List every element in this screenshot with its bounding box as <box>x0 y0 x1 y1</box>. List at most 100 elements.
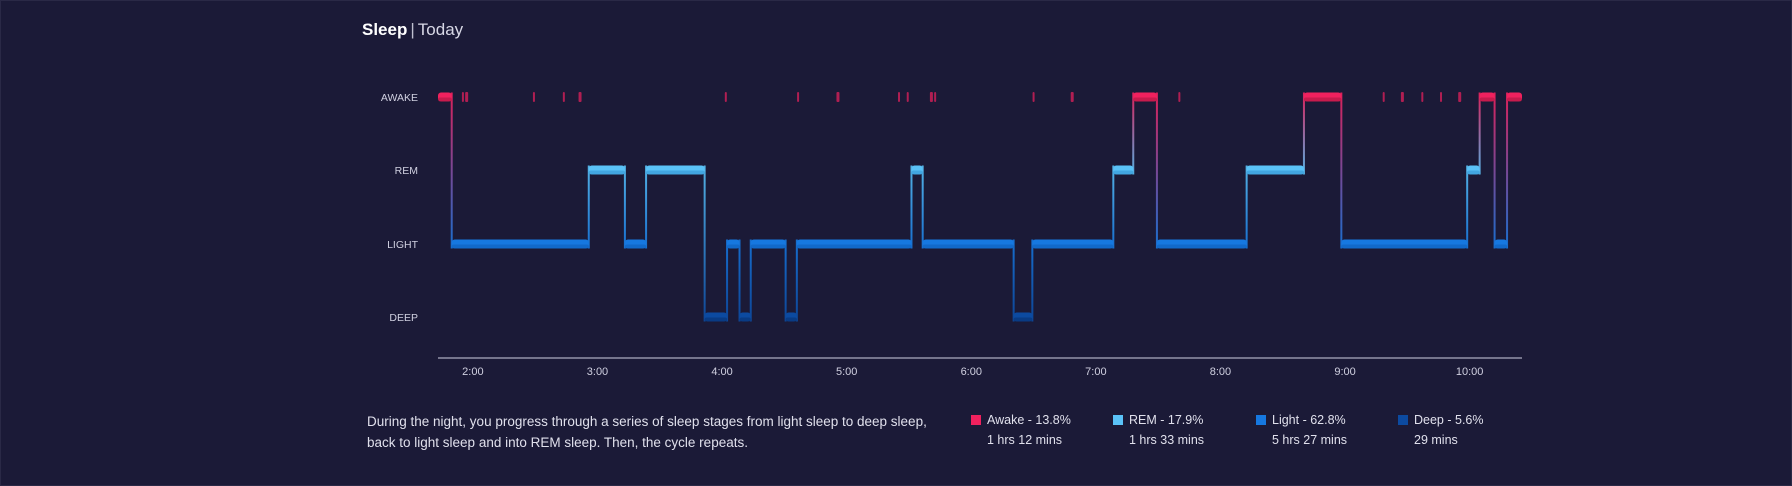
stage-transition <box>1245 165 1248 249</box>
stage-bar-deep <box>785 312 797 322</box>
x-tick-label: 4:00 <box>711 366 732 378</box>
stage-transition <box>1478 92 1481 175</box>
stage-bar-shade <box>588 170 625 175</box>
stage-bar-deep <box>704 312 728 322</box>
stage-transition <box>623 165 626 249</box>
stage-bar-shade <box>1113 170 1134 175</box>
brief-awakening-mark <box>562 92 565 102</box>
brief-awakening-mark <box>836 92 840 102</box>
stage-bar-light <box>1341 239 1468 249</box>
stage-transition <box>1340 92 1343 249</box>
stage-bar-shade <box>451 244 589 249</box>
stage-bar-shade <box>646 170 705 175</box>
stage-bar-awake <box>438 92 452 102</box>
stage-transition <box>1112 165 1115 249</box>
stage-bar-shade <box>1479 97 1495 102</box>
y-label-deep: DEEP <box>389 312 418 324</box>
y-label-light: LIGHT <box>387 239 419 251</box>
stage-transition <box>795 239 798 322</box>
stage-transition <box>703 165 706 322</box>
stage-bar-shade <box>1303 97 1342 102</box>
stage-bar-light <box>451 239 589 249</box>
stage-bar-shade <box>1032 244 1114 249</box>
stage-bar-shade <box>1507 97 1522 102</box>
brief-awakening-mark <box>1382 92 1385 102</box>
legend-light: Light - 62.8% 5 hrs 27 mins <box>1256 413 1347 447</box>
stage-bar-rem <box>646 165 705 175</box>
brief-awakening-mark <box>934 92 937 102</box>
x-tick-label: 2:00 <box>462 366 483 378</box>
x-tick-label: 6:00 <box>961 366 982 378</box>
stage-transition <box>1012 239 1015 322</box>
stage-transition <box>645 165 648 249</box>
brief-awakenings <box>461 92 1462 102</box>
legend-awake-duration: 1 hrs 12 mins <box>987 433 1063 447</box>
stage-bar-light <box>727 239 740 249</box>
y-label-awake: AWAKE <box>381 92 418 104</box>
stage-transition <box>1466 165 1469 249</box>
stage-bar-shade <box>739 317 751 322</box>
stage-bar-rem <box>1246 165 1304 175</box>
y-label-rem: REM <box>395 165 418 177</box>
legend-light-label: Light - 62.8% <box>1272 413 1346 427</box>
rem-swatch <box>1113 415 1123 425</box>
legend-rem-duration: 1 hrs 33 mins <box>1129 433 1205 447</box>
stage-transition <box>1493 92 1496 249</box>
brief-awakening-mark <box>724 92 727 102</box>
brief-awakening-mark <box>898 92 901 102</box>
brief-awakening-mark <box>1178 92 1181 102</box>
sleep-stages-chart: AWAKE REM LIGHT DEEP 2:00 3:00 4:00 5:00 6:00 7:… <box>381 92 1522 378</box>
stage-bar-light <box>796 239 912 249</box>
stage-bar-awake <box>1303 92 1342 102</box>
x-tick-label: 9:00 <box>1334 366 1355 378</box>
stage-transitions <box>450 92 1509 322</box>
x-tick-label: 10:00 <box>1456 366 1484 378</box>
deep-swatch <box>1398 415 1408 425</box>
stage-bar-deep <box>739 312 751 322</box>
stage-bar-shade <box>1494 244 1508 249</box>
brief-awakening-mark <box>906 92 909 102</box>
brief-awakening-mark <box>465 92 469 102</box>
brief-awakening-mark <box>1032 92 1035 102</box>
stage-bar-shade <box>1156 244 1247 249</box>
stage-bar-shade <box>1013 317 1033 322</box>
x-tick-label: 7:00 <box>1085 366 1106 378</box>
stage-transition <box>921 165 924 249</box>
y-axis-labels: AWAKE REM LIGHT DEEP <box>381 92 419 324</box>
legend-light-duration: 5 hrs 27 mins <box>1272 433 1348 447</box>
stage-transition <box>1506 92 1509 249</box>
stage-bar-shade <box>624 244 647 249</box>
x-tick-label: 8:00 <box>1210 366 1231 378</box>
stage-bar-shade <box>1246 170 1304 175</box>
stage-bar-light <box>1494 239 1508 249</box>
stage-bar-shade <box>438 97 452 102</box>
stage-bar-shade <box>785 317 797 322</box>
legend-deep-label: Deep - 5.6% <box>1414 413 1484 427</box>
stage-transition <box>726 239 729 322</box>
title-text: Sleep <box>362 20 408 39</box>
stage-bar-deep <box>1013 312 1033 322</box>
stage-bar-shade <box>704 317 728 322</box>
brief-awakening-mark <box>1440 92 1443 102</box>
stage-transition <box>738 239 741 322</box>
legend-awake: Awake - 13.8% 1 hrs 12 mins <box>971 413 1071 447</box>
stage-transition <box>450 92 453 249</box>
stage-bar-shade <box>911 170 923 175</box>
stage-bar-rem <box>588 165 625 175</box>
legend-rem: REM - 17.9% 1 hrs 33 mins <box>1113 413 1204 447</box>
stage-transition <box>1302 92 1305 175</box>
stage-transition <box>587 165 590 249</box>
legend-rem-label: REM - 17.9% <box>1129 413 1204 427</box>
brief-awakening-mark <box>532 92 535 102</box>
stage-transition <box>1132 92 1135 175</box>
brief-awakening-mark <box>1458 92 1462 102</box>
stage-bar-shade <box>1341 244 1468 249</box>
brief-awakening-mark <box>1400 92 1404 102</box>
stage-bar-light <box>1032 239 1114 249</box>
stage-bar-awake <box>1507 92 1522 102</box>
brief-awakening-mark <box>797 92 800 102</box>
brief-awakening-mark <box>461 92 464 102</box>
stage-transition <box>749 239 752 322</box>
x-tick-label: 3:00 <box>587 366 608 378</box>
brief-awakening-mark <box>1421 92 1424 102</box>
